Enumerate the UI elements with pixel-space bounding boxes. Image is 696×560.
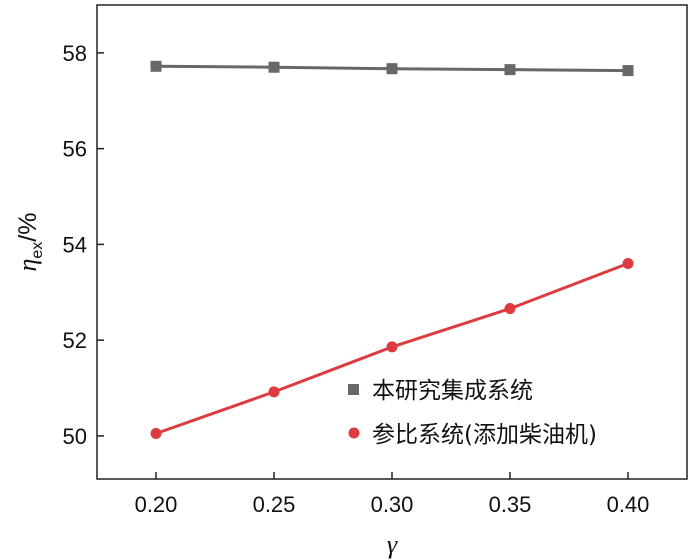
series-2-point (504, 303, 516, 315)
x-tick-label: 0.30 (371, 492, 414, 517)
series-layer (150, 60, 634, 440)
y-axis-title-unit: /% (14, 213, 42, 242)
series-1-point (268, 61, 280, 73)
y-axis-title: ηex/% (13, 213, 46, 272)
y-axis-title-subscript: ex (29, 242, 46, 259)
plot-frame (96, 4, 688, 480)
legend-marker-series-2 (348, 427, 360, 439)
x-tick-label: 0.40 (607, 492, 650, 517)
series-1-point (504, 64, 516, 76)
series-2-point (386, 341, 398, 353)
y-axis-title-symbol: η (13, 259, 42, 272)
y-tick-label: 54 (63, 232, 87, 257)
y-tick-label: 58 (63, 41, 87, 66)
legend-label-series-2: 参比系统(添加柴油机) (372, 422, 597, 448)
x-axis-ticks: 0.20 0.25 0.30 0.35 0.40 (135, 472, 650, 517)
series-2-point (622, 258, 634, 270)
series-1-point (622, 65, 634, 77)
legend: 本研究集成系统 参比系统(添加柴油机) (348, 378, 597, 448)
series-2-point (150, 428, 162, 440)
y-tick-label: 52 (63, 328, 87, 353)
x-tick-label: 0.25 (253, 492, 296, 517)
y-tick-label: 50 (63, 424, 87, 449)
series-1-point (386, 63, 398, 75)
y-axis-ticks: 50 52 54 56 58 (63, 41, 104, 449)
x-tick-label: 0.35 (489, 492, 532, 517)
x-axis-title: γ (387, 530, 398, 559)
y-axis-title-text: ηex/% (13, 213, 46, 272)
legend-label-series-1: 本研究集成系统 (372, 378, 533, 404)
series-2-point (268, 386, 280, 398)
y-tick-label: 56 (63, 137, 87, 162)
legend-marker-series-1 (348, 384, 359, 395)
x-tick-label: 0.20 (135, 492, 178, 517)
series-1-point (150, 60, 162, 72)
